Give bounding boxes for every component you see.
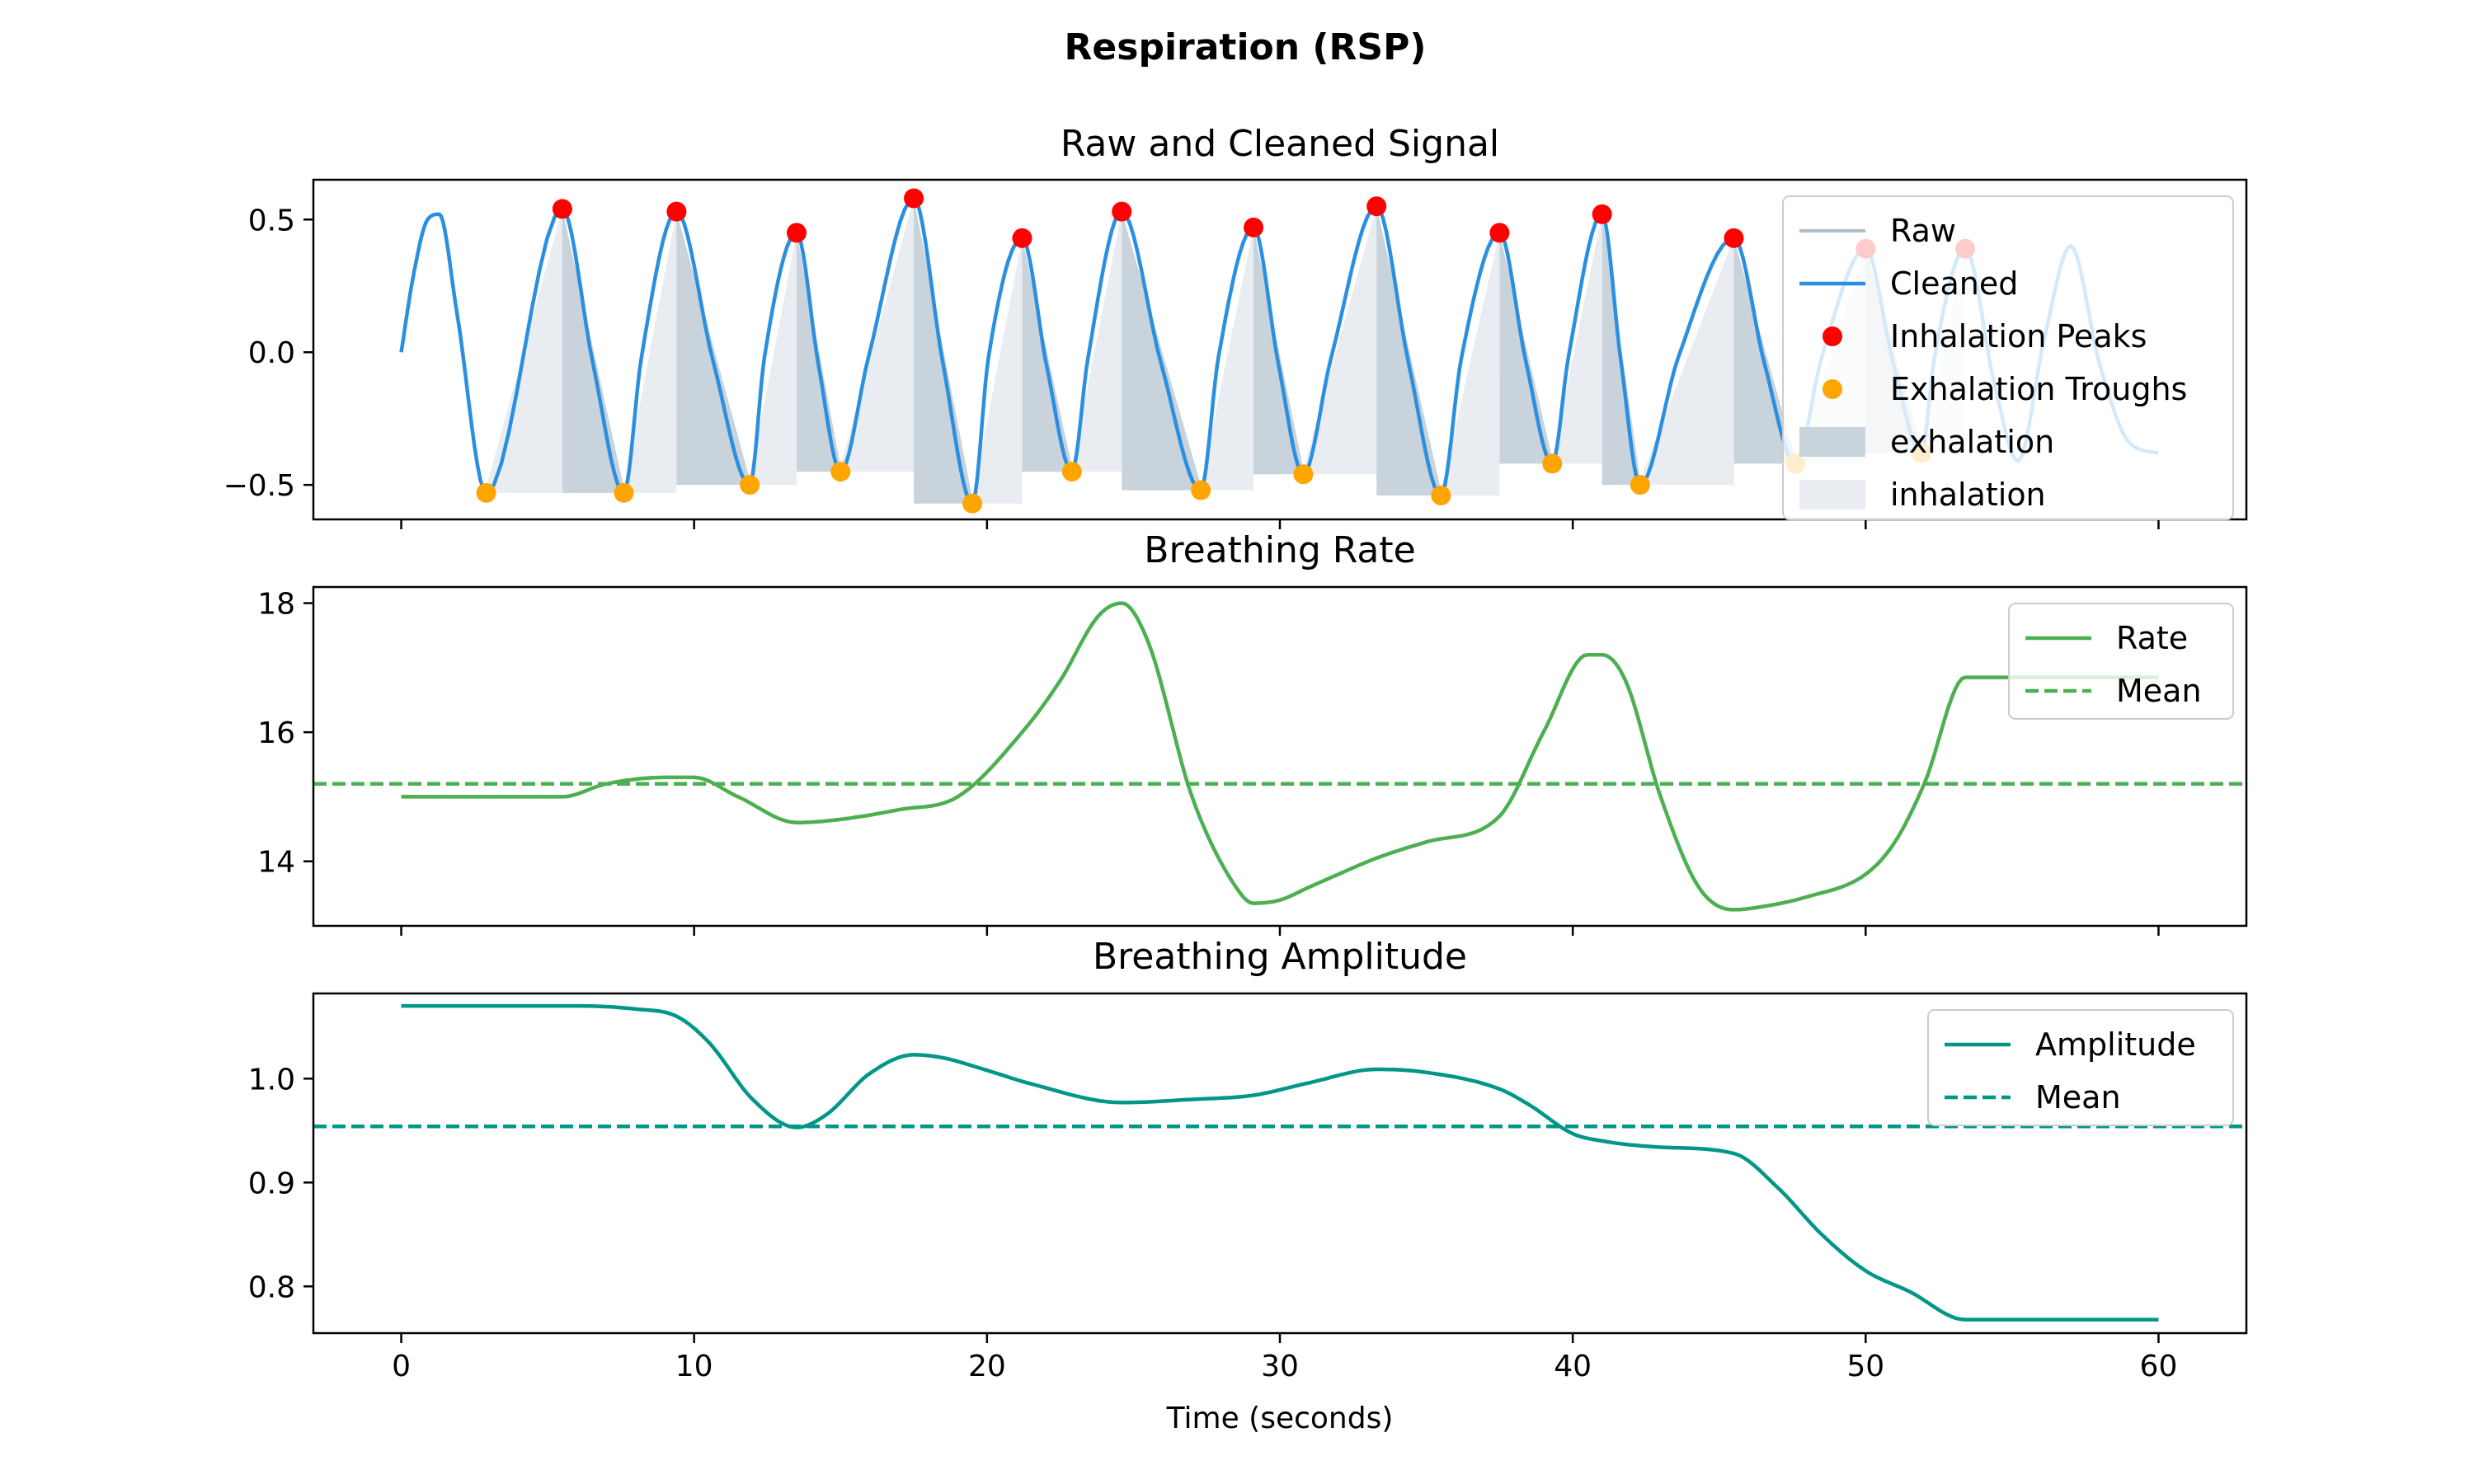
inhalation-peak-marker — [552, 199, 572, 219]
exhalation-fill — [1122, 211, 1202, 491]
peak-trough-markers — [476, 188, 1976, 514]
inhalation-fill — [623, 211, 677, 493]
legend-box — [1782, 195, 2234, 520]
panel-title-amplitude: Breathing Amplitude — [1093, 936, 1467, 978]
exhalation-fill — [1253, 227, 1304, 475]
exhalation-fill — [676, 211, 750, 486]
y-tick-label: 0.0 — [248, 336, 295, 370]
signal-legend: Raw Cleaned Inhalation Peaks Exhalation Tro… — [1782, 195, 2234, 520]
inhalation-fill — [750, 232, 797, 486]
legend-label: Raw — [1890, 213, 1956, 249]
legend-swatch-peaks — [1823, 326, 1842, 346]
y-tick-label: 14 — [257, 846, 295, 880]
x-tick-label: 40 — [1554, 1350, 1592, 1383]
y-tick-label: 0.8 — [248, 1270, 295, 1304]
inhalation-fill — [1639, 237, 1734, 486]
exhalation-fill — [914, 198, 973, 504]
legend-label: Inhalation Peaks — [1890, 318, 2147, 355]
exhalation-fill — [562, 209, 624, 493]
inhalation-peak-marker — [787, 223, 807, 243]
exhalation-fill — [1499, 232, 1553, 464]
amplitude-line — [401, 1003, 2159, 1322]
exhalation-trough-marker — [1061, 462, 1082, 482]
panel-breathing-amplitude: Breathing Amplitude 0 10 20 30 40 50 60 0.8 0.9 1… — [248, 936, 2248, 1383]
inhalation-peak-marker — [1244, 217, 1264, 237]
rate-line — [401, 601, 2159, 912]
amplitude-lines — [313, 1003, 2246, 1322]
x-tick-label: 10 — [675, 1350, 713, 1383]
panel-title-rate: Breathing Rate — [1144, 529, 1415, 571]
exhalation-trough-marker — [1431, 486, 1451, 506]
exhalation-fill — [1022, 237, 1072, 472]
panel-raw-cleaned-signal: Raw and Cleaned Signal −0.5 0.0 0.5 Raw Cle… — [223, 123, 2248, 529]
inhalation-fill — [1552, 214, 1602, 464]
exhalation-fill — [1376, 206, 1442, 496]
inhalation-fill — [972, 237, 1023, 504]
exhalation-trough-marker — [1542, 453, 1563, 474]
y-tick-label: 0.5 — [248, 204, 295, 237]
plot-frame — [312, 585, 2248, 928]
y-tick-label: 0.9 — [248, 1167, 295, 1200]
y-tick-label: 18 — [257, 588, 295, 622]
inhalation-fill — [1303, 206, 1377, 475]
legend-label: Mean — [2035, 1079, 2121, 1115]
amplitude-legend: Amplitude Mean — [1927, 1009, 2234, 1126]
y-tick-label: 1.0 — [248, 1063, 295, 1097]
amplitude-axes: 0 10 20 30 40 50 60 0.8 0.9 1.0 — [248, 992, 2248, 1383]
panel-title-signal: Raw and Cleaned Signal — [1061, 123, 1499, 165]
legend-swatch-troughs — [1823, 379, 1842, 399]
exhalation-trough-marker — [1630, 475, 1650, 495]
panel-breathing-rate: Breathing Rate 14 16 18 Rate Mean — [257, 529, 2248, 936]
inhalation-peak-marker — [1592, 204, 1612, 224]
legend-label: exhalation — [1890, 424, 2054, 460]
legend-label: Exhalation Troughs — [1890, 371, 2187, 407]
y-tick-label: 16 — [257, 716, 295, 750]
inhalation-fill — [1441, 232, 1500, 496]
legend-label: Cleaned — [1890, 265, 2018, 302]
exhalation-trough-marker — [740, 475, 760, 495]
x-tick-label: 20 — [968, 1350, 1006, 1383]
exhalation-trough-marker — [1191, 480, 1211, 500]
exhalation-fill — [797, 232, 841, 472]
inhalation-peak-marker — [1489, 223, 1510, 243]
rate-lines — [313, 601, 2246, 912]
legend-label: Amplitude — [2035, 1026, 2196, 1063]
figure-title: Respiration (RSP) — [1065, 26, 1427, 68]
legend-label: Rate — [2116, 620, 2188, 656]
exhalation-trough-marker — [1293, 464, 1314, 485]
inhalation-fill — [1071, 211, 1122, 472]
x-tick-label: 30 — [1261, 1350, 1299, 1383]
signal-axes: −0.5 0.0 0.5 — [223, 178, 2248, 529]
exhalation-trough-marker — [962, 493, 983, 514]
x-tick-label: 0 — [392, 1350, 411, 1383]
phase-fills — [486, 198, 1966, 504]
y-tick-label: −0.5 — [223, 469, 295, 503]
legend-swatch-inhalation — [1799, 480, 1865, 510]
inhalation-fill — [1201, 227, 1254, 491]
inhalation-peak-marker — [904, 188, 924, 209]
inhalation-peak-marker — [1012, 228, 1032, 248]
inhalation-peak-marker — [1112, 201, 1132, 222]
x-tick-label: 60 — [2140, 1350, 2178, 1383]
legend-label: Mean — [2116, 673, 2202, 709]
inhalation-peak-marker — [1366, 196, 1387, 217]
inhalation-peak-marker — [1724, 228, 1744, 248]
inhalation-peak-marker — [666, 201, 687, 222]
exhalation-trough-marker — [476, 482, 496, 503]
exhalation-trough-marker — [614, 482, 634, 503]
x-axis-label: Time (seconds) — [1166, 1402, 1394, 1435]
exhalation-trough-marker — [830, 462, 851, 482]
legend-swatch-exhalation — [1799, 427, 1865, 457]
rate-axes: 14 16 18 — [257, 585, 2248, 936]
legend-label: inhalation — [1890, 477, 2046, 513]
x-tick-label: 50 — [1846, 1350, 1884, 1383]
inhalation-fill — [840, 198, 915, 472]
rate-legend: Rate Mean — [2008, 603, 2234, 720]
